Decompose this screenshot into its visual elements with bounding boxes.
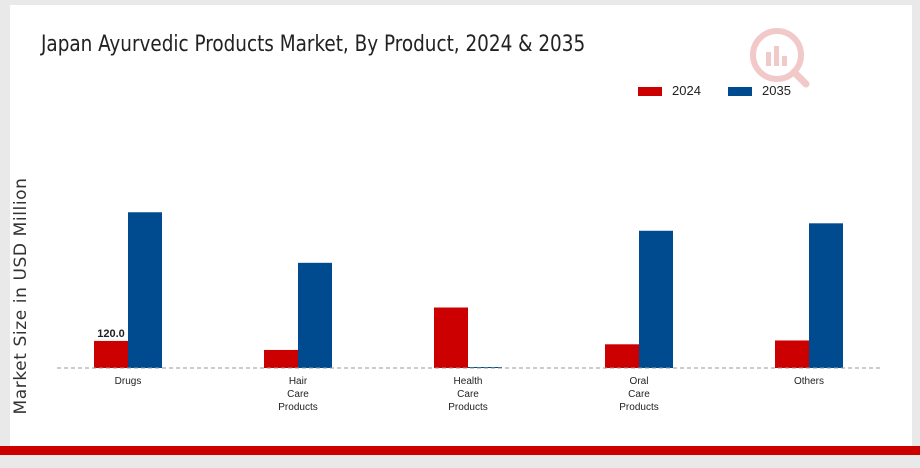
data-label: 120.0 — [97, 328, 125, 340]
bar-2024-4 — [775, 340, 809, 368]
bar-2024-3 — [605, 344, 639, 368]
bar-2024-0 — [94, 340, 128, 368]
legend-swatch-2035 — [728, 87, 752, 96]
bar-2035-1 — [298, 262, 332, 368]
bar-2035-0 — [128, 212, 162, 368]
bar-2035-3 — [639, 230, 673, 368]
x-tick-label: Hair Care Products — [278, 376, 317, 413]
x-tick-label: Others — [794, 376, 824, 387]
x-tick-label: Oral Care Products — [619, 376, 658, 413]
market-research-logo-icon — [750, 28, 810, 88]
legend-label-2035: 2035 — [762, 83, 791, 98]
x-tick-label: Health Care Products — [448, 376, 487, 413]
chart-title: Japan Ayurvedic Products Market, By Prod… — [41, 32, 586, 57]
bar-2024-1 — [264, 349, 298, 368]
footer-accent-bar — [0, 446, 920, 455]
bar-2024-2 — [434, 307, 468, 368]
legend-swatch-2024 — [638, 87, 662, 96]
bar-2035-4 — [809, 223, 843, 368]
legend-label-2024: 2024 — [672, 83, 701, 98]
x-tick-label: Drugs — [115, 376, 142, 387]
